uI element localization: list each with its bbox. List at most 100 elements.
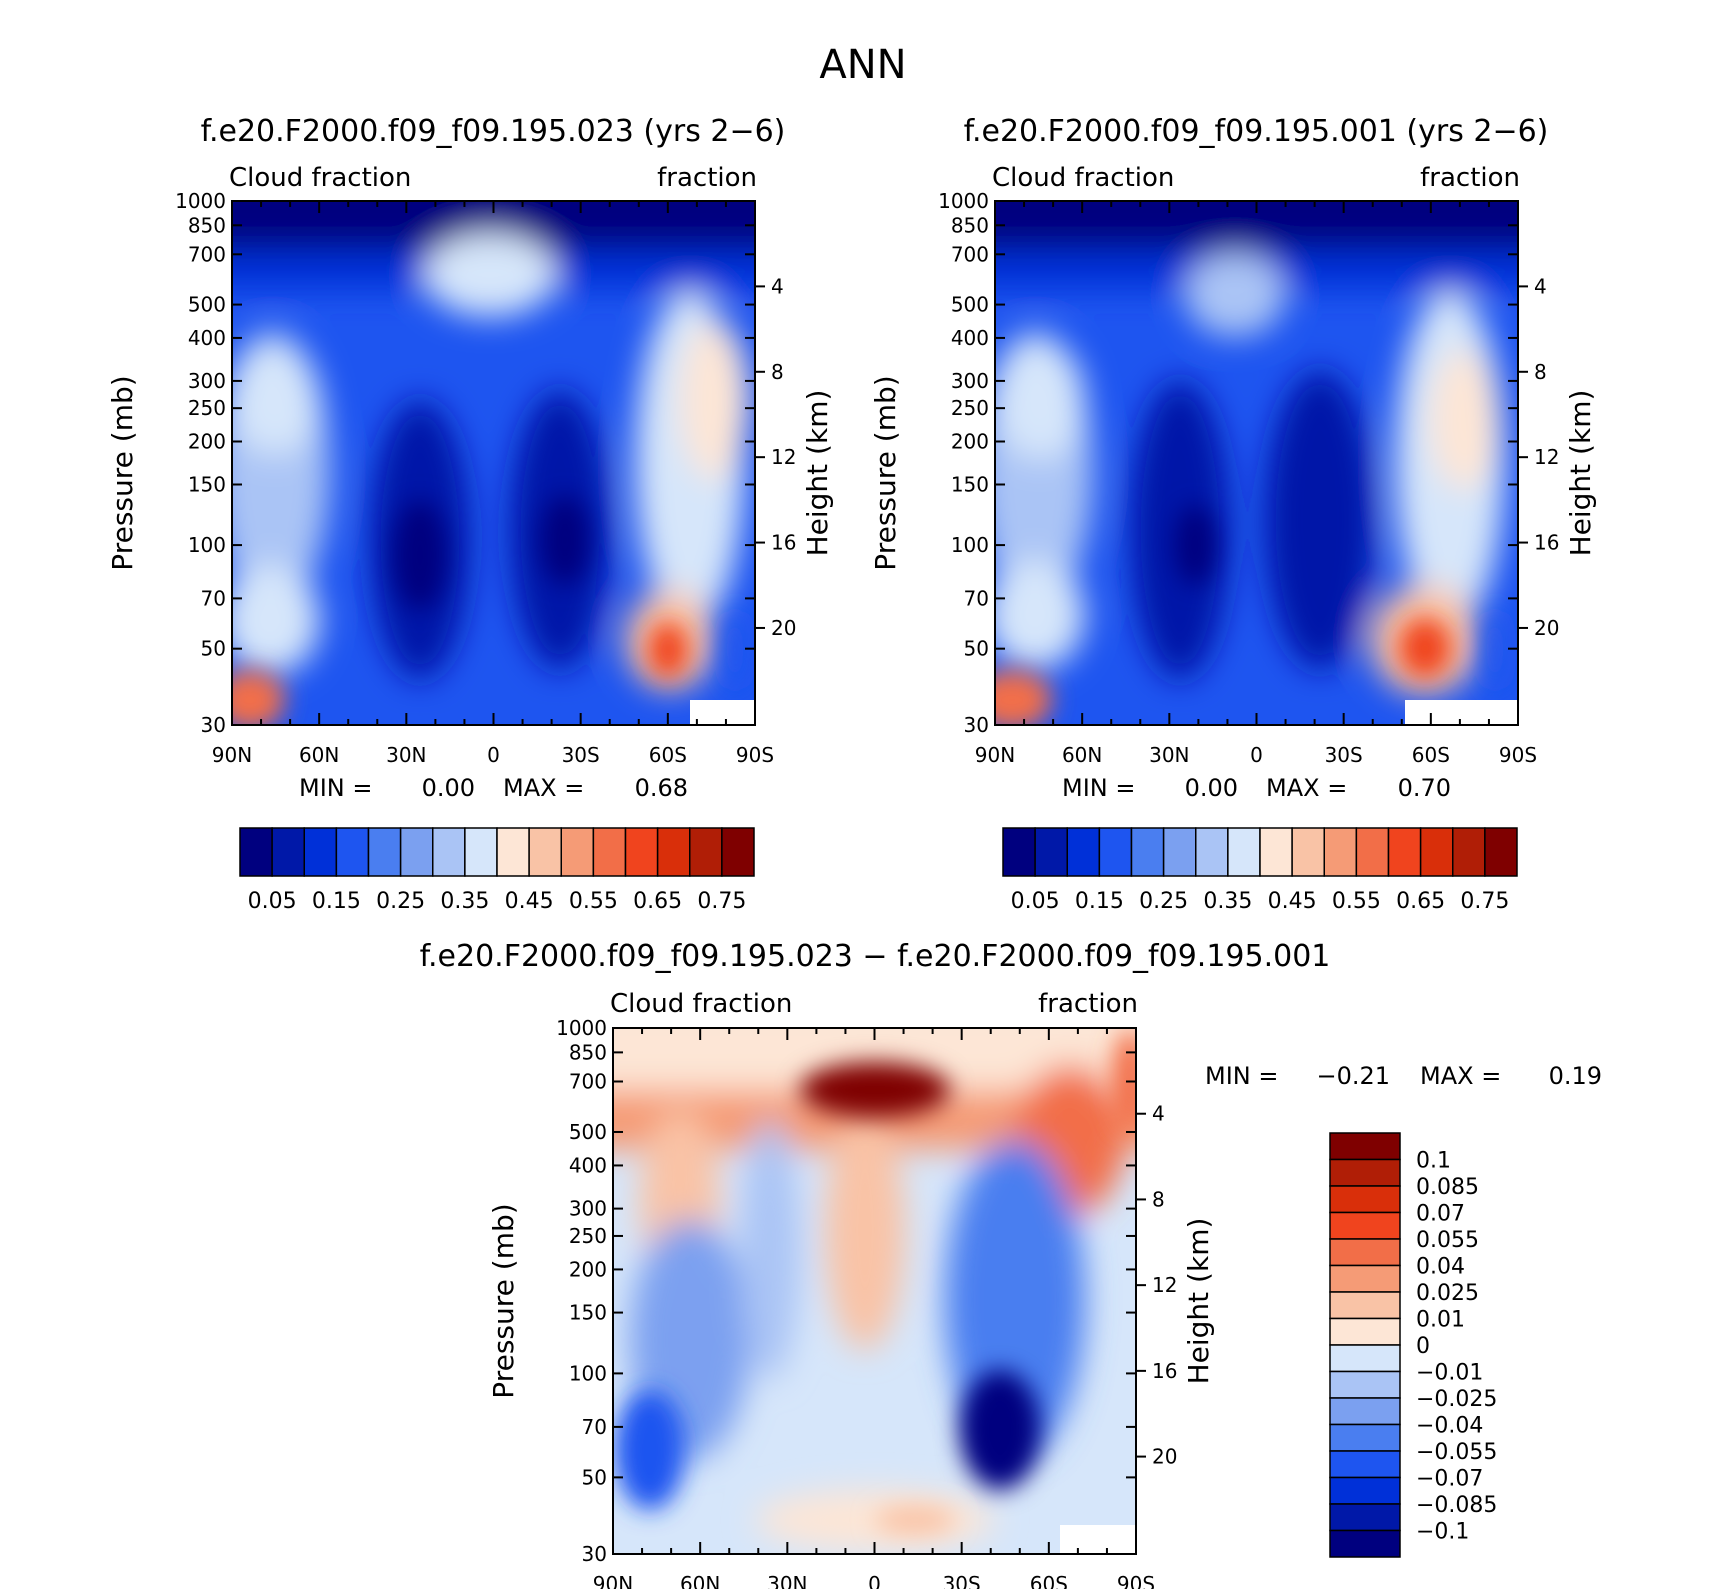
y-tick-label: 300 [951, 369, 989, 393]
colorbar-swatch [239, 827, 273, 877]
x-tick-label: 30N [386, 743, 426, 767]
colorbar-swatch [1484, 827, 1518, 877]
panel-2-nh-core [1175, 505, 1215, 585]
colorbar-swatch [1291, 827, 1325, 877]
colorbar-swatch [1227, 827, 1261, 877]
colorbar-label: 0.01 [1416, 1308, 1465, 1333]
x-tick-label: 0 [868, 1572, 881, 1589]
panel-1-max-value: 0.68 [635, 774, 688, 802]
panel-3-left-label: Cloud fraction [610, 989, 792, 1019]
colorbar-label: 0.15 [1075, 889, 1124, 914]
x-tick-label: 60S [649, 743, 687, 767]
colorbar-label: −0.04 [1416, 1414, 1483, 1439]
panel-1-sh-core [541, 495, 589, 585]
y-tick-label: 150 [188, 472, 226, 496]
colorbar-label: 0.45 [505, 889, 554, 914]
panel-1-nh-core [394, 500, 446, 610]
colorbar-label: −0.055 [1416, 1440, 1497, 1465]
colorbar-label: −0.085 [1416, 1493, 1497, 1518]
colorbar-swatch [335, 827, 370, 877]
y-tick-label: 700 [951, 242, 989, 266]
colorbar-label: 0.15 [312, 889, 361, 914]
panel-2-nh-lower-light [995, 560, 1085, 670]
panel-1-max-label: MAX = [503, 774, 584, 802]
y-tick-label: 300 [569, 1197, 607, 1221]
colorbar-swatch [1419, 827, 1454, 877]
panel-2-min-value: 0.00 [1185, 774, 1238, 802]
x-tick-label: 90S [1499, 743, 1537, 767]
panel-3-right-label: fraction [1038, 989, 1138, 1019]
colorbar-swatch [1195, 827, 1229, 877]
panel-3-field [613, 1028, 1136, 1554]
x-tick-label: 60S [1030, 1572, 1068, 1589]
y-tick-label: 50 [582, 1465, 607, 1489]
colorbar-label: 0.055 [1416, 1228, 1479, 1253]
panel-3-nh-low-blue [615, 1390, 685, 1510]
y-tick-label: 150 [951, 472, 989, 496]
panel-1-min-value: 0.00 [422, 774, 475, 802]
panel-1-right-label: fraction [657, 163, 757, 193]
y2-tick-label: 8 [1152, 1187, 1165, 1211]
x-tick-label: 0 [487, 743, 500, 767]
x-tick-label: 90S [736, 743, 774, 767]
x-tick-label: 90N [593, 1572, 633, 1589]
panel-1-anvil [424, 233, 556, 317]
panel-1-missing-region [690, 700, 755, 725]
colorbar-swatch [1387, 827, 1422, 877]
colorbar-swatch [1098, 827, 1133, 877]
y-axis-title: Pressure (mb) [487, 1203, 520, 1398]
panel-3-anvil-max [800, 1062, 950, 1118]
colorbar-swatch [1329, 1476, 1401, 1505]
y2-tick-label: 20 [1152, 1445, 1177, 1469]
y-tick-label: 30 [201, 713, 226, 737]
colorbar-swatch [1329, 1238, 1401, 1267]
colorbar-swatch [528, 827, 562, 877]
y-tick-label: 850 [569, 1040, 607, 1064]
y2-tick-label: 16 [1152, 1359, 1177, 1383]
x-tick-label: 60S [1412, 743, 1450, 767]
colorbar-swatch [624, 827, 659, 877]
x-tick-label: 60N [1062, 743, 1102, 767]
x-tick-label: 30S [1325, 743, 1363, 767]
panel-2-max-value: 0.70 [1398, 774, 1451, 802]
panel-1-min-label: MIN = [299, 774, 372, 802]
y-tick-label: 200 [569, 1257, 607, 1281]
y-tick-label: 400 [569, 1153, 607, 1177]
y-tick-label: 50 [964, 637, 989, 661]
colorbar-swatch [1329, 1132, 1401, 1161]
x-tick-label: 90S [1117, 1572, 1155, 1589]
y-tick-label: 200 [951, 430, 989, 454]
x-tick-label: 30N [767, 1572, 807, 1589]
panel-3-eq-plume [825, 1110, 905, 1350]
colorbar-swatch [1329, 1291, 1401, 1320]
colorbar-swatch [399, 827, 434, 877]
colorbar-label: 0.65 [633, 889, 682, 914]
colorbar-swatch [1034, 827, 1068, 877]
y2-tick-label: 20 [771, 616, 796, 640]
y2-tick-label: 12 [1152, 1273, 1177, 1297]
y-tick-label: 150 [569, 1301, 607, 1325]
colorbar-label: 0.55 [1332, 889, 1381, 914]
colorbar-swatch [1329, 1185, 1401, 1214]
colorbar-label: 0.45 [1268, 889, 1317, 914]
y-tick-label: 200 [188, 430, 226, 454]
y-tick-label: 1000 [556, 1016, 607, 1040]
colorbar-label: −0.025 [1416, 1387, 1497, 1412]
colorbar-swatch [303, 827, 338, 877]
colorbar-swatch [656, 827, 691, 877]
y-tick-label: 1000 [175, 189, 226, 213]
panel-3-missing-region [1060, 1525, 1136, 1554]
colorbar-swatch [496, 827, 530, 877]
colorbar-label: 0.25 [1139, 889, 1188, 914]
panel-1-nh-surface-red [232, 670, 285, 725]
y2-axis-title: Height (km) [1564, 390, 1597, 557]
colorbar-swatch [1162, 827, 1197, 877]
colorbar-swatch [1323, 827, 1358, 877]
colorbar-label: 0.085 [1416, 1175, 1479, 1200]
panel-2-title: f.e20.F2000.f09_f09.195.001 (yrs 2−6) [964, 114, 1549, 149]
colorbar-swatch [1355, 827, 1390, 877]
y-tick-label: 500 [569, 1120, 607, 1144]
panel-3-title: f.e20.F2000.f09_f09.195.023 − f.e20.F200… [420, 939, 1331, 974]
